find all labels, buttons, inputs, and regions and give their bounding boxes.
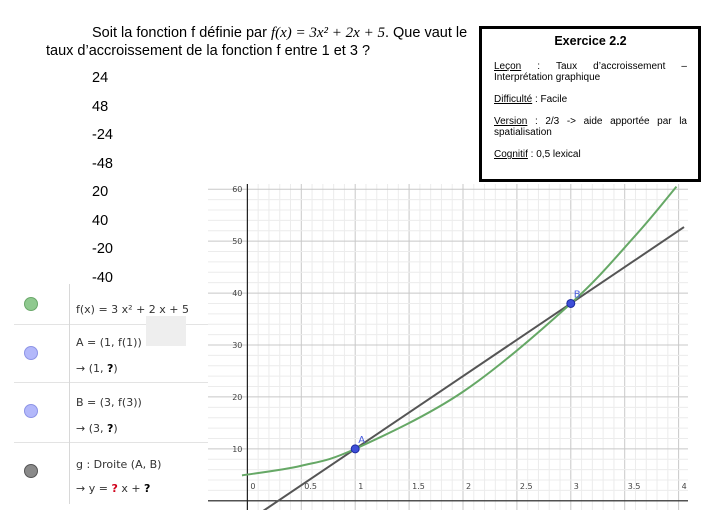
point-a [350,444,360,454]
question-suffix: . Que vaut le taux d’accroissement de la… [46,25,468,59]
difficulte-value: Facile [540,94,568,105]
g-value-prefix: → y = [76,482,112,495]
y-tick-label: 20 [232,393,242,402]
point-label-a: A [358,435,365,446]
b-value-suffix: ) [113,422,118,435]
x-tick-label: 2.5 [520,482,533,491]
a-definition[interactable]: A = (1, f(1)) [76,336,142,349]
choice-4[interactable]: -48 [92,155,113,172]
line-g [262,226,685,510]
answer-choices: 24 48 -24 -48 20 40 -20 -40 [92,70,113,298]
graph-axes [208,184,688,510]
version-value: 2/3 -> aide apportée par la spatialisati… [494,116,687,138]
b-value: → (3, ?) [76,422,118,435]
b-unknown-marker: ? [107,422,114,435]
visibility-toggle-g[interactable] [24,464,38,478]
g-unknown-slope: ? [111,482,118,495]
x-tick-label: 0.5 [304,482,317,491]
y-tick-label: 50 [232,237,242,246]
algebra-item-b[interactable]: B = (3, f(3)) → (3, ?) [14,382,208,443]
f-definition[interactable]: f(x) = 3 x² + 2 x + 5 [76,303,190,316]
lecon-label: Leçon [494,61,522,72]
function-formula: f(x) = 3x² + 2x + 5 [270,25,385,41]
difficulte-label: Difficulté [494,94,533,105]
question-text: Soit la fonction f définie par f(x) = 3x… [46,24,471,60]
algebra-item-a[interactable]: A = (1, f(1)) → (1, ?) [14,324,208,383]
choice-1[interactable]: 24 [92,70,109,86]
visibility-toggle-b[interactable] [24,404,38,418]
visibility-toggle-a[interactable] [24,346,38,360]
choice-7[interactable]: -20 [92,241,113,257]
cognitif-label: Cognitif [494,149,528,160]
choice-3[interactable]: -24 [92,127,113,143]
graph-tick-labels: 0 0.5 1 1.5 2 2.5 3 3.5 4 10 20 30 40 50 60 [232,185,687,491]
exercise-info-card: Exercice 2.2 Leçon : Taux d’accroissemen… [479,26,701,182]
exercise-title: Exercice 2.2 [554,34,627,48]
x-tick-label: 1.5 [412,482,425,491]
b-value-prefix: → (3, [76,422,107,435]
lecon-info: Leçon : Taux d’accroissement – Interprét… [494,61,687,83]
algebra-view: f(x) = 3 x² + 2 x + 5 A = (1, f(1)) → (1… [0,284,208,504]
version-label: Version [494,116,528,127]
y-tick-label: 40 [232,289,242,298]
choice-6[interactable]: 40 [92,212,109,229]
algebra-item-f[interactable]: f(x) = 3 x² + 2 x + 5 [14,284,208,325]
g-definition[interactable]: g : Droite (A, B) [76,458,162,471]
cognitif-value: 0,5 lexical [536,149,581,160]
row-divider [69,284,70,324]
choice-8[interactable]: -40 [92,269,113,286]
y-tick-label: 10 [232,445,242,454]
cognitif-info: Cognitif : 0,5 lexical [494,149,581,160]
row-divider [69,324,70,382]
choice-2[interactable]: 48 [92,98,109,115]
x-tick-label: 1 [358,482,363,491]
graph-plot: AB [241,185,685,510]
visibility-toggle-f[interactable] [24,297,38,311]
curve-f [241,185,678,477]
a-unknown-marker: ? [107,362,114,375]
algebra-item-g[interactable]: g : Droite (A, B) → y = ? x + ? [14,442,208,504]
g-value-mid: x + [117,482,145,495]
a-value-prefix: → (1, [76,362,107,375]
point-label-b: B [574,289,581,300]
x-tick-label: 0 [250,482,255,491]
point-b [566,298,576,308]
y-tick-label: 30 [232,341,242,350]
row-divider [69,442,70,504]
question-prefix: Soit la fonction f définie par [92,25,271,41]
y-tick-label: 60 [232,185,242,194]
x-tick-label: 2 [466,482,471,491]
x-tick-label: 3.5 [628,482,641,491]
input-placeholder-box[interactable] [146,316,186,346]
version-info: Version : 2/3 -> aide apportée par la sp… [494,116,687,138]
x-tick-label: 4 [682,482,687,491]
a-value: → (1, ?) [76,362,118,375]
lecon-value: Taux d’accroissement – Interprétation gr… [494,61,687,83]
choice-5[interactable]: 20 [92,184,109,200]
x-tick-label: 3 [574,482,579,491]
difficulte-info: Difficulté : Facile [494,94,568,105]
a-value-suffix: ) [113,362,118,375]
g-value: → y = ? x + ? [76,482,150,495]
g-unknown-intercept: ? [144,482,151,495]
b-definition[interactable]: B = (3, f(3)) [76,396,142,409]
row-divider [69,382,70,442]
graph-background [208,184,688,510]
